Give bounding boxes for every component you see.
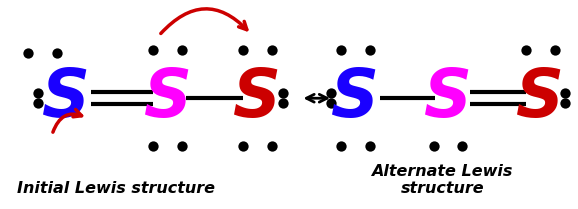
Text: Alternate Lewis
structure: Alternate Lewis structure: [372, 164, 513, 196]
Point: [365, 48, 375, 52]
Point: [279, 91, 288, 95]
Text: S: S: [424, 65, 472, 131]
Point: [429, 145, 438, 148]
Point: [365, 145, 375, 148]
Text: S: S: [143, 65, 192, 131]
Point: [149, 145, 158, 148]
Point: [521, 48, 531, 52]
Point: [149, 48, 158, 52]
Point: [238, 145, 247, 148]
Point: [326, 91, 335, 95]
Text: S: S: [233, 65, 281, 131]
Point: [267, 48, 276, 52]
Point: [326, 102, 335, 105]
Point: [23, 52, 32, 55]
Text: S: S: [42, 65, 91, 131]
Point: [550, 48, 560, 52]
Point: [336, 48, 346, 52]
Point: [238, 48, 247, 52]
Point: [561, 102, 570, 105]
Point: [336, 145, 346, 148]
Point: [33, 91, 42, 95]
Text: S: S: [516, 65, 565, 131]
Point: [279, 102, 288, 105]
Text: Initial Lewis structure: Initial Lewis structure: [17, 181, 216, 196]
Text: S: S: [331, 65, 380, 131]
Point: [267, 145, 276, 148]
Point: [52, 52, 61, 55]
Point: [177, 48, 187, 52]
Point: [177, 145, 187, 148]
Point: [33, 102, 42, 105]
Point: [458, 145, 467, 148]
Point: [561, 91, 570, 95]
